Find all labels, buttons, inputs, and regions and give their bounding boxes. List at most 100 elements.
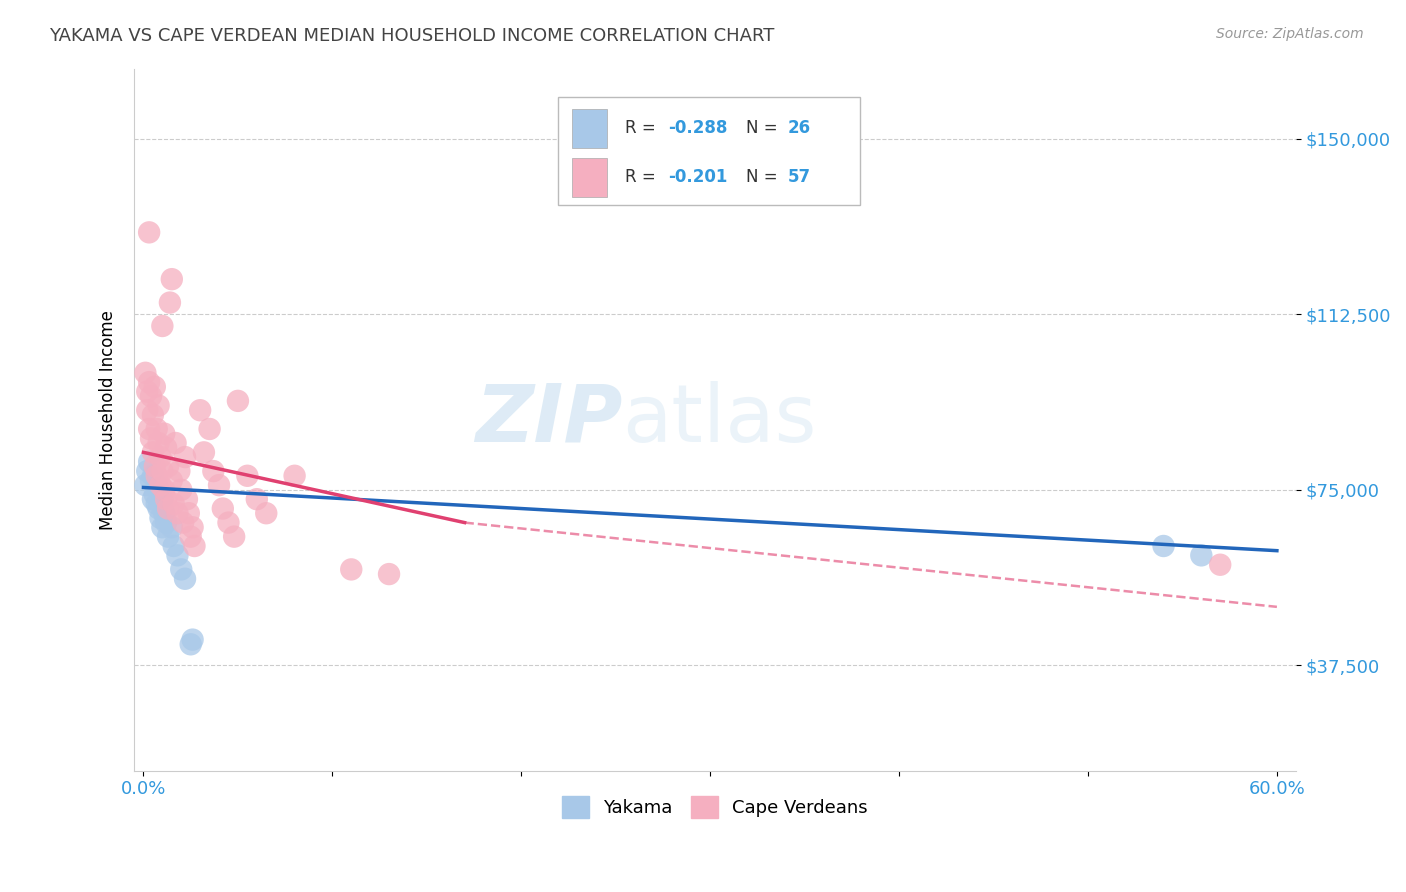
Text: -0.201: -0.201 [668, 169, 728, 186]
Text: 57: 57 [789, 169, 811, 186]
Point [153, 483, 176, 497]
Point [143, 380, 166, 394]
Point [150, 318, 173, 333]
Text: YAKAMA VS CAPE VERDEAN MEDIAN HOUSEHOLD INCOME CORRELATION CHART: YAKAMA VS CAPE VERDEAN MEDIAN HOUSEHOLD … [49, 27, 775, 45]
Point [176, 492, 198, 507]
Point [159, 295, 181, 310]
Point [180, 530, 202, 544]
Point [193, 445, 215, 459]
Point [246, 492, 269, 507]
Point [138, 225, 160, 239]
FancyBboxPatch shape [572, 109, 607, 147]
Y-axis label: Median Household Income: Median Household Income [100, 310, 117, 530]
Text: ZIP: ZIP [475, 381, 621, 458]
Point [139, 431, 162, 445]
Point [138, 375, 160, 389]
Point [208, 478, 231, 492]
Point [149, 478, 172, 492]
Point [145, 422, 167, 436]
Point [181, 520, 204, 534]
Point [143, 459, 166, 474]
Point [170, 483, 193, 497]
Point [188, 403, 211, 417]
Point [211, 501, 233, 516]
Point [1209, 558, 1232, 572]
Point [174, 450, 197, 464]
Point [170, 562, 193, 576]
Point [163, 497, 186, 511]
Point [183, 539, 205, 553]
Point [138, 455, 160, 469]
Point [138, 422, 160, 436]
Point [160, 272, 183, 286]
Point [153, 506, 176, 520]
Text: atlas: atlas [621, 381, 817, 458]
Point [142, 468, 165, 483]
Point [163, 539, 186, 553]
Point [378, 567, 401, 582]
Point [1189, 549, 1212, 563]
Point [160, 520, 183, 534]
Text: N =: N = [747, 169, 783, 186]
Point [165, 436, 187, 450]
Point [340, 562, 363, 576]
FancyBboxPatch shape [572, 158, 607, 196]
Point [224, 530, 246, 544]
Point [142, 408, 165, 422]
Point [155, 492, 177, 507]
Point [157, 459, 180, 474]
Point [145, 468, 167, 483]
Point [136, 464, 159, 478]
Point [136, 384, 159, 399]
Text: 26: 26 [789, 120, 811, 137]
Point [157, 530, 180, 544]
Point [150, 464, 173, 478]
Point [180, 637, 202, 651]
Point [1153, 539, 1175, 553]
Point [202, 464, 225, 478]
Point [149, 450, 172, 464]
Text: Source: ZipAtlas.com: Source: ZipAtlas.com [1216, 27, 1364, 41]
Point [177, 506, 200, 520]
Point [169, 464, 191, 478]
Point [134, 366, 156, 380]
Point [172, 516, 194, 530]
Point [198, 422, 221, 436]
Point [155, 516, 177, 530]
Point [284, 468, 307, 483]
Point [155, 441, 177, 455]
Point [254, 506, 277, 520]
Legend: Yakama, Cape Verdeans: Yakama, Cape Verdeans [554, 789, 875, 825]
Point [236, 468, 259, 483]
Point [148, 399, 170, 413]
Point [139, 474, 162, 488]
Point [157, 501, 180, 516]
Point [143, 487, 166, 501]
Point [142, 492, 165, 507]
Point [166, 506, 188, 520]
Point [150, 520, 173, 534]
Point [139, 389, 162, 403]
Point [174, 572, 197, 586]
Point [181, 632, 204, 647]
Point [145, 497, 167, 511]
Text: N =: N = [747, 120, 783, 137]
Point [142, 445, 165, 459]
Point [148, 436, 170, 450]
Text: R =: R = [626, 169, 661, 186]
Point [218, 516, 240, 530]
Point [166, 549, 188, 563]
Point [153, 426, 176, 441]
Point [148, 483, 170, 497]
Text: -0.288: -0.288 [668, 120, 728, 137]
Point [150, 492, 173, 507]
Point [149, 511, 172, 525]
Point [226, 393, 249, 408]
FancyBboxPatch shape [558, 96, 860, 205]
Point [145, 478, 167, 492]
Point [160, 474, 183, 488]
Text: R =: R = [626, 120, 661, 137]
Point [136, 403, 159, 417]
Point [148, 501, 170, 516]
Point [134, 478, 156, 492]
